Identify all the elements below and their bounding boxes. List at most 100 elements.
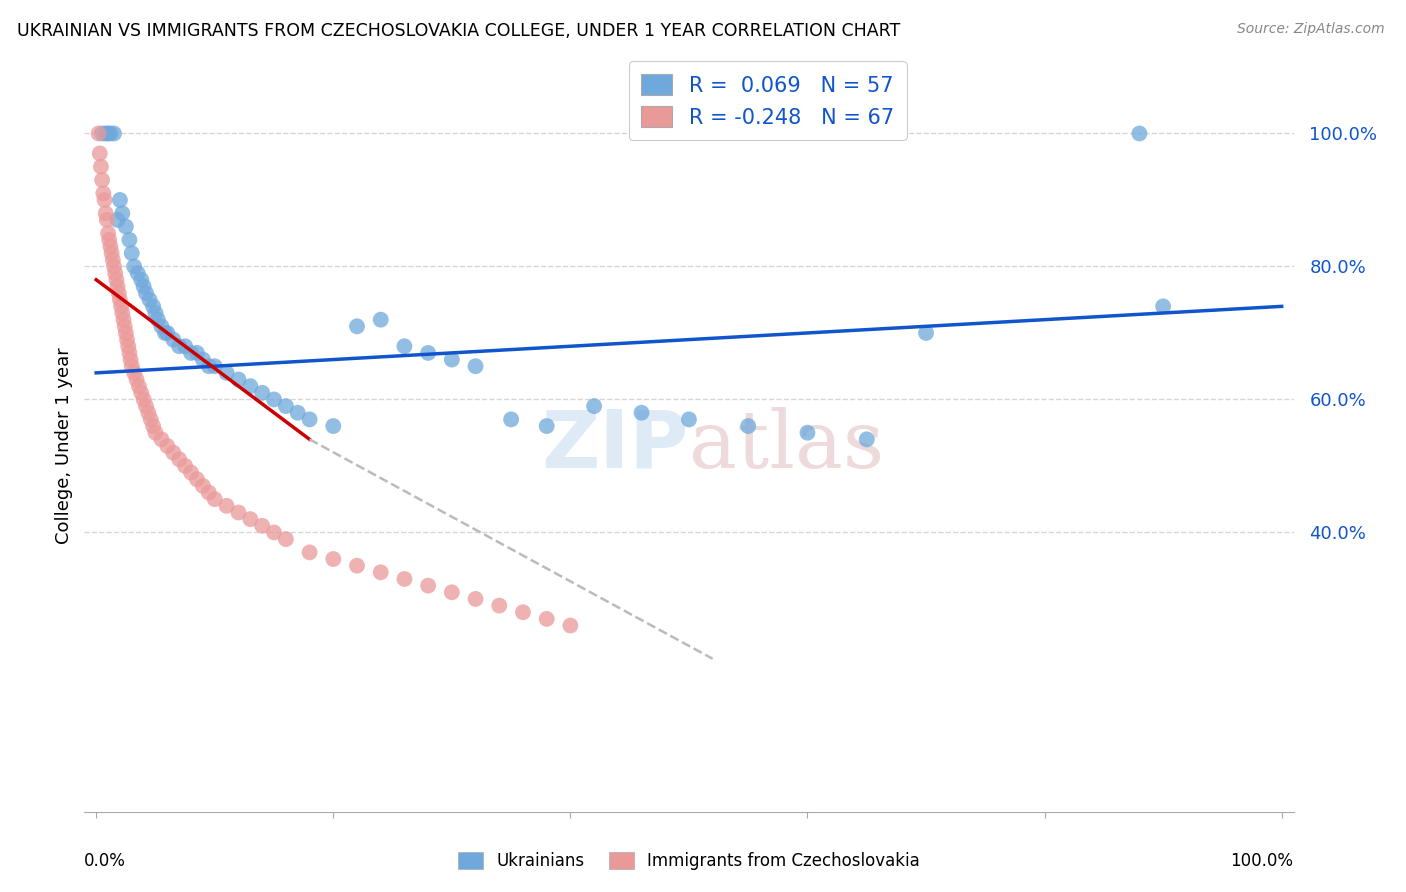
Point xyxy=(204,492,226,507)
Point xyxy=(142,299,165,313)
Point xyxy=(127,266,149,280)
Point xyxy=(156,326,179,340)
Point xyxy=(204,359,226,374)
Point xyxy=(90,160,112,174)
Point xyxy=(346,319,368,334)
Point xyxy=(167,452,190,467)
Point xyxy=(274,399,297,413)
Point xyxy=(87,127,110,141)
Point xyxy=(121,246,143,260)
Point xyxy=(142,419,165,434)
Point xyxy=(418,346,440,360)
Point xyxy=(630,406,652,420)
Point xyxy=(91,127,114,141)
Point xyxy=(115,219,138,234)
Point xyxy=(145,306,167,320)
Point xyxy=(464,359,486,374)
Point xyxy=(162,445,184,459)
Point xyxy=(198,359,221,374)
Point xyxy=(135,399,157,413)
Point xyxy=(153,326,176,340)
Point xyxy=(186,472,208,486)
Point xyxy=(93,193,115,207)
Point xyxy=(150,433,173,447)
Point xyxy=(125,372,148,386)
Point xyxy=(103,127,125,141)
Point xyxy=(440,352,463,367)
Point xyxy=(1152,299,1174,313)
Point xyxy=(394,339,416,353)
Point xyxy=(122,260,145,274)
Point xyxy=(145,425,167,440)
Point xyxy=(191,479,214,493)
Point xyxy=(96,213,118,227)
Point xyxy=(250,385,273,400)
Point xyxy=(440,585,463,599)
Point xyxy=(156,439,179,453)
Point xyxy=(132,392,155,407)
Point xyxy=(117,339,139,353)
Point xyxy=(228,372,250,386)
Point xyxy=(120,352,142,367)
Point xyxy=(215,499,238,513)
Point xyxy=(115,333,138,347)
Point xyxy=(122,366,145,380)
Point xyxy=(464,591,486,606)
Point xyxy=(298,412,321,426)
Point xyxy=(97,127,120,141)
Point xyxy=(796,425,818,440)
Point xyxy=(100,246,122,260)
Point xyxy=(100,127,122,141)
Point xyxy=(97,226,120,240)
Point xyxy=(418,579,440,593)
Point xyxy=(91,173,114,187)
Point xyxy=(118,233,141,247)
Point xyxy=(370,312,392,326)
Point xyxy=(94,206,117,220)
Point xyxy=(180,466,202,480)
Point xyxy=(215,366,238,380)
Point xyxy=(488,599,510,613)
Point xyxy=(138,406,160,420)
Point xyxy=(98,233,121,247)
Point xyxy=(287,406,309,420)
Point xyxy=(263,525,285,540)
Point xyxy=(138,293,160,307)
Point xyxy=(322,419,344,434)
Point xyxy=(128,379,150,393)
Point xyxy=(915,326,938,340)
Point xyxy=(108,293,131,307)
Point xyxy=(132,279,155,293)
Point xyxy=(174,339,197,353)
Point xyxy=(512,605,534,619)
Point xyxy=(560,618,582,632)
Point xyxy=(250,518,273,533)
Point xyxy=(110,299,132,313)
Point xyxy=(107,213,129,227)
Text: Source: ZipAtlas.com: Source: ZipAtlas.com xyxy=(1237,22,1385,37)
Point xyxy=(107,279,129,293)
Point xyxy=(239,512,262,526)
Point xyxy=(1128,127,1150,141)
Point xyxy=(346,558,368,573)
Point xyxy=(370,566,392,580)
Point xyxy=(167,339,190,353)
Point xyxy=(139,412,162,426)
Point xyxy=(104,266,127,280)
Point xyxy=(186,346,208,360)
Point xyxy=(94,127,117,141)
Text: atlas: atlas xyxy=(689,407,884,485)
Point xyxy=(274,532,297,546)
Point xyxy=(146,312,169,326)
Point xyxy=(129,273,152,287)
Point xyxy=(111,306,134,320)
Point xyxy=(191,352,214,367)
Point xyxy=(101,252,124,267)
Point xyxy=(150,319,173,334)
Legend: Ukrainians, Immigrants from Czechoslovakia: Ukrainians, Immigrants from Czechoslovak… xyxy=(451,845,927,877)
Point xyxy=(135,286,157,301)
Point xyxy=(103,260,125,274)
Point xyxy=(394,572,416,586)
Point xyxy=(91,186,114,201)
Point xyxy=(536,419,558,434)
